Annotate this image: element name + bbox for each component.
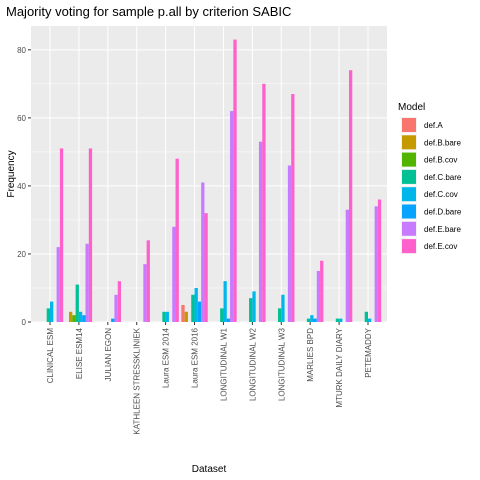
bar xyxy=(69,311,73,322)
legend-key xyxy=(402,187,416,202)
bar xyxy=(117,281,122,322)
x-tick-label: MARLIES BPD xyxy=(306,328,315,382)
bar xyxy=(258,141,263,322)
x-tick-label: LONGITUDINAL W2 xyxy=(248,327,257,401)
x-tick-label: MTURK DAILY DIARY xyxy=(335,327,344,407)
x-tick-label: KATHLEEN STRESSKLINIEK xyxy=(133,327,142,434)
y-axis-title: Frequency xyxy=(6,150,17,197)
legend-key xyxy=(402,221,416,236)
bar xyxy=(143,264,147,322)
bar xyxy=(191,294,195,322)
legend-key xyxy=(402,118,416,132)
y-axis-ticks: 0 20 40 60 80 xyxy=(17,46,31,327)
bar xyxy=(287,165,292,322)
bar xyxy=(316,270,321,322)
bar xyxy=(223,281,227,322)
legend-label: def.C.bare xyxy=(424,173,462,182)
x-tick-label: LONGITUDINAL W1 xyxy=(219,327,228,401)
bar xyxy=(345,209,349,322)
bar xyxy=(377,199,382,322)
bar xyxy=(291,94,295,322)
legend-label: def.E.bare xyxy=(424,225,461,234)
bar xyxy=(306,318,311,322)
x-tick-label: CLINICAL ESM xyxy=(46,328,55,384)
bar xyxy=(194,287,198,322)
bar xyxy=(226,318,231,322)
bar xyxy=(339,318,343,322)
bar xyxy=(78,311,83,322)
bar xyxy=(252,291,256,322)
bar xyxy=(184,311,188,322)
legend-key xyxy=(402,204,416,219)
bar xyxy=(335,318,340,322)
x-tick-label: JULIAN EGON xyxy=(104,328,113,382)
bar xyxy=(364,311,368,322)
y-tick-label: 0 xyxy=(22,318,27,327)
y-tick-label: 20 xyxy=(17,250,26,259)
legend-key xyxy=(402,135,416,150)
bar xyxy=(313,318,317,322)
bar xyxy=(75,284,79,322)
bar xyxy=(320,260,324,322)
bar xyxy=(277,308,282,322)
bar xyxy=(281,294,285,322)
bar xyxy=(368,318,372,322)
legend-key xyxy=(402,152,416,167)
y-tick-label: 60 xyxy=(17,114,26,123)
bars xyxy=(46,39,382,323)
bar xyxy=(85,243,89,322)
bar xyxy=(172,226,176,322)
bar xyxy=(162,311,166,322)
chart-title: Majority voting for sample p.all by crit… xyxy=(6,4,291,19)
legend-label: def.C.cov xyxy=(424,190,458,199)
bar xyxy=(146,240,150,322)
bar xyxy=(46,308,50,322)
bar xyxy=(82,315,86,322)
bar xyxy=(175,158,179,322)
bar xyxy=(262,83,266,322)
bar xyxy=(165,311,169,322)
bar xyxy=(88,148,93,322)
x-axis-title: Dataset xyxy=(192,464,227,475)
x-tick-label: PETEMADDY xyxy=(364,327,373,377)
bar xyxy=(204,213,208,322)
plot-panel xyxy=(31,26,387,322)
bar xyxy=(201,182,205,322)
bar xyxy=(181,304,185,322)
bar xyxy=(114,294,118,322)
bar xyxy=(111,318,115,322)
bar xyxy=(50,301,54,322)
bar xyxy=(348,70,353,322)
x-tick-label: ELISE ESM14 xyxy=(75,327,84,379)
bar xyxy=(72,315,76,322)
legend-label: def.E.cov xyxy=(424,242,457,251)
legend-label: def.A xyxy=(424,121,443,130)
legend-title: Model xyxy=(398,102,425,113)
bar xyxy=(249,298,253,322)
bar xyxy=(56,247,60,322)
x-axis-ticks: CLINICAL ESM ELISE ESM14 JULIAN EGON KATHLE… xyxy=(46,322,373,435)
y-tick-label: 80 xyxy=(17,46,26,55)
bar xyxy=(197,301,202,322)
bar xyxy=(374,206,378,322)
bar xyxy=(230,111,234,323)
legend-key xyxy=(402,169,416,184)
bar xyxy=(59,148,64,322)
legend-label: def.B.bare xyxy=(424,138,461,147)
y-tick-label: 40 xyxy=(17,182,26,191)
bar xyxy=(220,308,224,322)
legend-label: def.D.bare xyxy=(424,208,462,217)
legend-key xyxy=(402,239,416,254)
x-tick-label: Laura ESM 2016 xyxy=(191,327,200,388)
legend-label: def.B.cov xyxy=(424,156,457,165)
x-tick-label: Laura ESM 2014 xyxy=(162,327,171,388)
legend: Model def.A def.B.bare def.B.cov def.C.bare… xyxy=(398,102,462,255)
bar xyxy=(310,315,314,322)
bar xyxy=(233,39,237,323)
x-tick-label: LONGITUDINAL W3 xyxy=(277,327,286,401)
